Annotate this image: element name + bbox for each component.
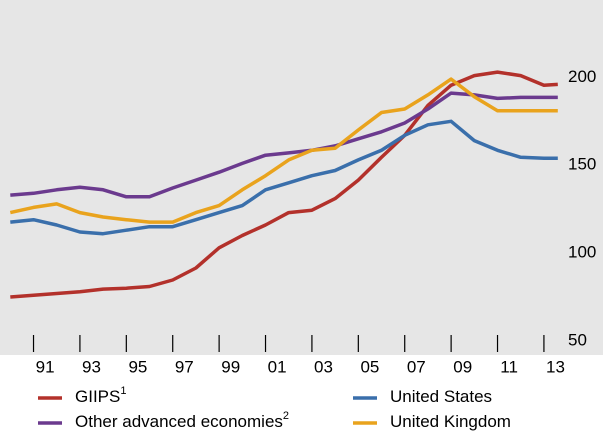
x-tick-label: 93 [82, 357, 101, 376]
x-tick-label: 91 [36, 357, 55, 376]
y-tick-label: 150 [568, 155, 596, 174]
y-tick-label: 50 [568, 330, 587, 349]
legend-label: GIIPS1 [75, 385, 126, 407]
x-tick-label: 05 [360, 357, 379, 376]
x-tick-label: 03 [314, 357, 333, 376]
x-tick-label: 09 [453, 357, 472, 376]
y-tick-label: 200 [568, 67, 596, 86]
series-line [9, 77, 558, 224]
x-tick-label: 13 [546, 357, 565, 376]
legend-footnote: 1 [120, 385, 126, 397]
legend-label: United Kingdom [390, 412, 511, 431]
x-tick-label: 99 [221, 357, 240, 376]
legend-name: Other advanced economies [75, 412, 283, 431]
series-line [10, 119, 558, 236]
x-tick-label: 95 [128, 357, 147, 376]
legend-label: United States [390, 387, 492, 406]
legend-name: United States [390, 387, 492, 406]
series-line [10, 70, 558, 299]
x-tick-label: 97 [175, 357, 194, 376]
x-tick-label: 07 [407, 357, 426, 376]
legend-name: GIIPS [75, 387, 120, 406]
x-tick-label: 01 [268, 357, 287, 376]
legend-name: United Kingdom [390, 412, 511, 431]
legend-label: Other advanced economies2 [75, 410, 289, 432]
y-tick-label: 100 [568, 243, 596, 262]
x-tick-label: 11 [500, 357, 518, 376]
legend-footnote: 2 [283, 410, 289, 422]
